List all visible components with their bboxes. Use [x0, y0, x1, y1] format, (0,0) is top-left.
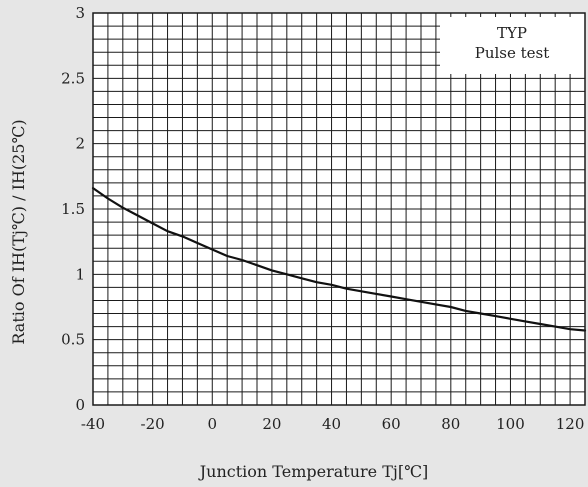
x-tick-labels: -40 -20 0 20 40 60 80 100 120: [81, 415, 584, 433]
grid-lines: [93, 13, 585, 405]
x-tick-label: 120: [556, 415, 585, 433]
y-tick-label: 0.5: [61, 331, 85, 349]
x-tick-label: -20: [141, 415, 165, 433]
series-line: [91, 187, 587, 332]
y-tick-label: 2.5: [61, 69, 85, 87]
y-axis-title: Ratio Of IH(Tj℃) / IH(25℃): [9, 119, 28, 344]
x-tick-label: 40: [322, 415, 341, 433]
x-tick-label: -40: [81, 415, 105, 433]
plot-frame: [92, 12, 586, 406]
y-tick-labels: 0 0.5 1 1.5 2 2.5 3: [61, 4, 85, 414]
x-tick-label: 100: [496, 415, 525, 433]
y-tick-label: 3: [75, 4, 85, 22]
x-tick-label: 60: [382, 415, 401, 433]
annotation-pulse-test: Pulse test: [475, 44, 550, 62]
annotation-typ: TYP: [497, 24, 527, 42]
annotation-background: [440, 17, 585, 74]
y-tick-label: 1: [75, 265, 85, 283]
annotation-box: TYP Pulse test: [440, 17, 585, 74]
y-tick-label: 0: [75, 396, 85, 414]
y-tick-label: 2: [75, 135, 85, 153]
x-tick-label: 20: [262, 415, 281, 433]
x-tick-label: 80: [441, 415, 460, 433]
series-layer: [91, 187, 587, 332]
plot-border: [92, 12, 586, 406]
x-tick-label: 0: [207, 415, 217, 433]
x-axis-title: Junction Temperature Tj[℃]: [198, 462, 428, 481]
y-tick-label: 1.5: [61, 200, 85, 218]
